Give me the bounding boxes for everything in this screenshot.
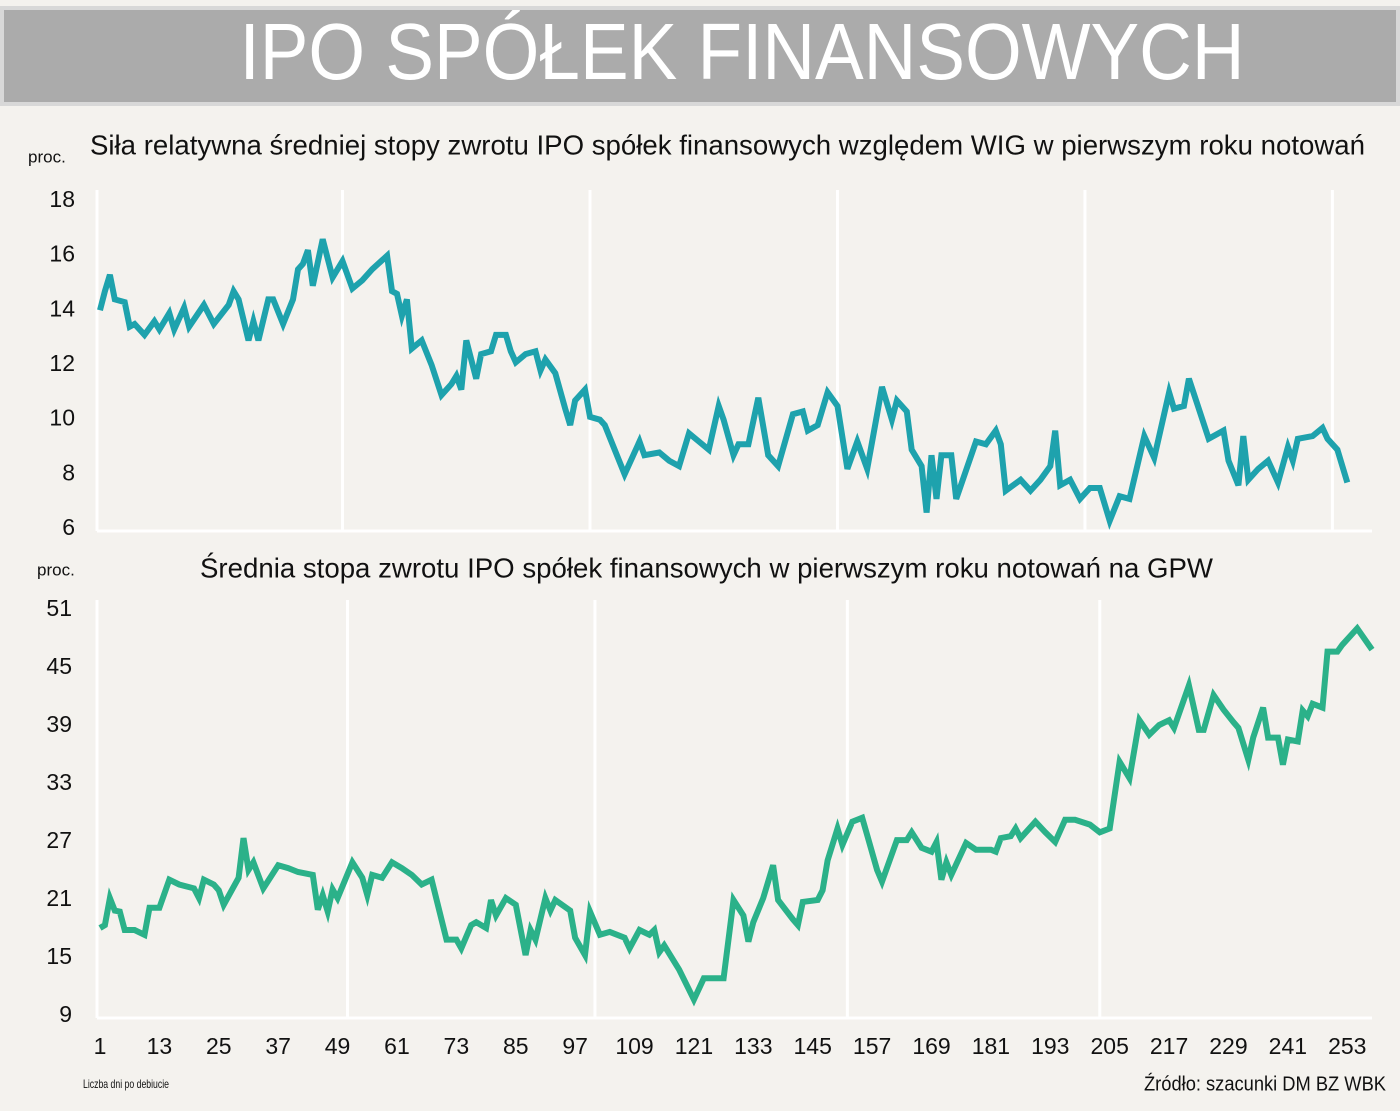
data-line xyxy=(97,238,1351,530)
y-tick-label: 51 xyxy=(46,595,72,621)
x-tick-label: 253 xyxy=(1328,1033,1366,1059)
x-tick-label: 25 xyxy=(206,1033,232,1059)
y-tick-label: 27 xyxy=(46,827,72,853)
y-tick-label: 10 xyxy=(49,405,75,431)
x-tick-label: 217 xyxy=(1150,1033,1188,1059)
y-tick-label: 12 xyxy=(49,350,75,376)
x-tick-label: 13 xyxy=(147,1033,173,1059)
x-tick-label: 145 xyxy=(794,1033,832,1059)
x-tick-label: 73 xyxy=(444,1033,470,1059)
x-tick-label: 205 xyxy=(1090,1033,1128,1059)
y-tick-label: 21 xyxy=(46,885,72,911)
chart-title: Siła relatywna średniej stopy zwrotu IPO… xyxy=(90,129,1365,160)
y-tick-label: 18 xyxy=(49,186,75,212)
y-tick-label: 45 xyxy=(46,653,72,679)
x-tick-label: 61 xyxy=(384,1033,410,1059)
chart-title: Średnia stopa zwrotu IPO spółek finansow… xyxy=(200,551,1214,583)
header-band xyxy=(0,6,1400,106)
x-tick-label: 1 xyxy=(94,1033,107,1059)
x-tick-label: 97 xyxy=(562,1033,588,1059)
x-tick-label: 157 xyxy=(853,1033,891,1059)
y-tick-label: 6 xyxy=(62,514,75,540)
x-tick-label: 133 xyxy=(734,1033,772,1059)
x-tick-label: 169 xyxy=(912,1033,950,1059)
y-tick-label: 16 xyxy=(49,241,75,267)
page-title: IPO SPÓŁEK FINANSOWYCH xyxy=(240,7,1245,96)
x-tick-label: 121 xyxy=(675,1033,713,1059)
x-tick-label: 181 xyxy=(972,1033,1010,1059)
x-tick-label: 241 xyxy=(1269,1033,1307,1059)
x-tick-label: 229 xyxy=(1209,1033,1247,1059)
y-axis-label: proc. xyxy=(28,147,66,166)
x-tick-label: 37 xyxy=(265,1033,291,1059)
y-tick-label: 39 xyxy=(46,711,72,737)
y-tick-label: 14 xyxy=(49,295,75,321)
y-tick-label: 8 xyxy=(62,459,75,485)
x-tick-label: 109 xyxy=(615,1033,653,1059)
y-tick-label: 15 xyxy=(46,943,72,969)
source: Źródło: szacunki DM BZ WBK xyxy=(1144,1072,1387,1095)
y-axis-label: proc. xyxy=(37,560,75,579)
y-tick-label: 9 xyxy=(59,1001,72,1027)
x-tick-label: 193 xyxy=(1031,1033,1069,1059)
x-tick-label: 85 xyxy=(503,1033,529,1059)
data-line xyxy=(98,623,1375,1007)
y-tick-label: 33 xyxy=(46,769,72,795)
x-axis-label: Liczba dni po debiucie xyxy=(83,1077,169,1091)
x-tick-label: 49 xyxy=(325,1033,351,1059)
